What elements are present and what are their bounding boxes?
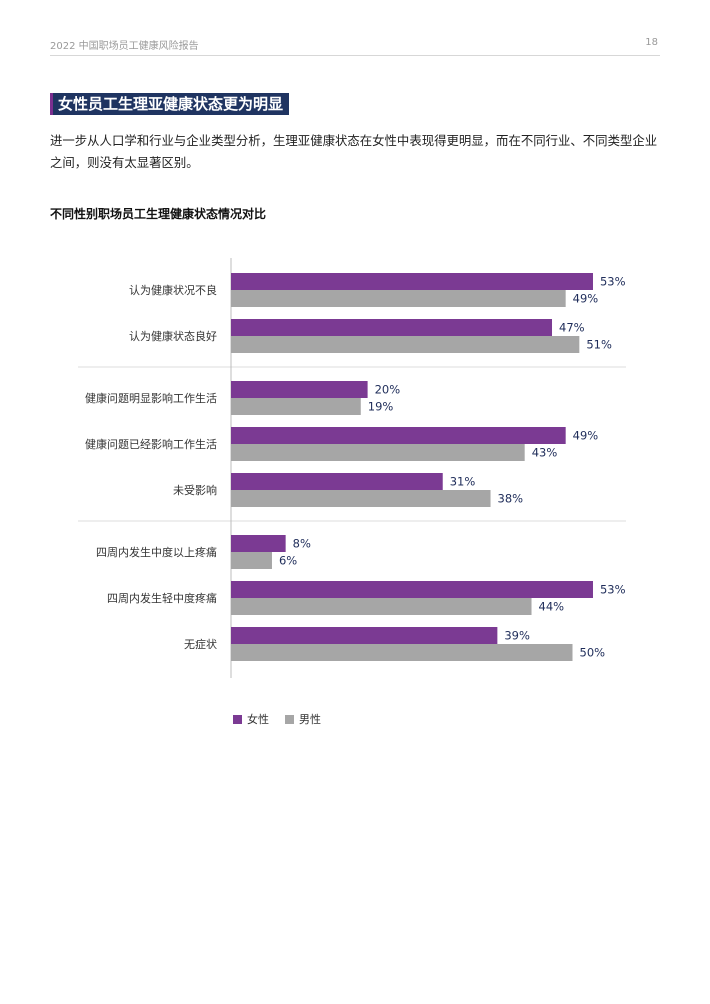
legend-swatch-female — [233, 714, 242, 724]
data-label-male: 49% — [573, 292, 599, 306]
category-label: 四周内发生轻中度疼痛 — [107, 591, 217, 605]
bar-female — [231, 273, 593, 290]
legend-label-female: 女性 — [247, 713, 269, 726]
category-label: 健康问题已经影响工作生活 — [85, 437, 217, 451]
category-label: 认为健康状态良好 — [129, 329, 217, 343]
data-label-female: 47% — [559, 321, 585, 335]
data-label-male: 44% — [539, 600, 565, 614]
category-label: 认为健康状况不良 — [129, 283, 217, 297]
data-label-female: 49% — [573, 429, 599, 443]
legend-swatch-male — [285, 714, 294, 724]
bar-female — [231, 427, 566, 444]
bar-female — [231, 473, 443, 490]
bar-female — [231, 535, 286, 552]
chart-title: 不同性别职场员工生理健康状态情况对比 — [50, 207, 267, 221]
report-title: 2022 中国职场员工健康风险报告 — [50, 41, 199, 52]
data-label-male: 43% — [532, 446, 558, 460]
bar-female — [231, 581, 593, 598]
header-divider — [50, 55, 660, 56]
data-label-female: 53% — [600, 583, 626, 597]
bar-chart: 认为健康状况不良53%49%认为健康状态良好47%51%健康问题明显影响工作生活… — [78, 258, 626, 678]
data-label-male: 6% — [279, 554, 297, 568]
data-label-male: 51% — [586, 338, 612, 352]
category-label: 无症状 — [184, 637, 217, 651]
bar-female — [231, 319, 553, 336]
data-label-female: 39% — [504, 629, 530, 643]
data-label-male: 50% — [580, 646, 606, 660]
data-label-male: 38% — [498, 492, 524, 506]
bar-female — [231, 381, 368, 398]
page-number: 18 — [645, 37, 658, 48]
data-label-female: 20% — [375, 383, 401, 397]
category-label: 健康问题明显影响工作生活 — [85, 391, 217, 405]
bar-male — [231, 598, 532, 615]
bar-female — [231, 627, 498, 644]
bar-male — [231, 552, 272, 569]
legend-item-female: 女性 — [233, 711, 269, 727]
bar-male — [231, 398, 361, 415]
data-label-male: 19% — [368, 400, 394, 414]
data-label-female: 31% — [450, 475, 476, 489]
bar-male — [231, 644, 573, 661]
bar-male — [231, 444, 525, 461]
bar-male — [231, 290, 566, 307]
data-label-female: 8% — [293, 537, 311, 551]
category-label: 未受影响 — [173, 484, 217, 497]
data-label-female: 53% — [600, 275, 626, 289]
legend-label-male: 男性 — [299, 713, 321, 726]
section-title: 女性员工生理亚健康状态更为明显 — [50, 93, 290, 115]
legend-item-male: 男性 — [285, 711, 321, 727]
chart-legend: 女性 男性 — [233, 711, 321, 727]
bar-male — [231, 336, 580, 353]
bar-male — [231, 490, 491, 507]
intro-paragraph: 进一步从人口学和行业与企业类型分析，生理亚健康状态在女性中表现得更明显，而在不同… — [50, 133, 658, 170]
category-label: 四周内发生中度以上疼痛 — [96, 545, 217, 559]
